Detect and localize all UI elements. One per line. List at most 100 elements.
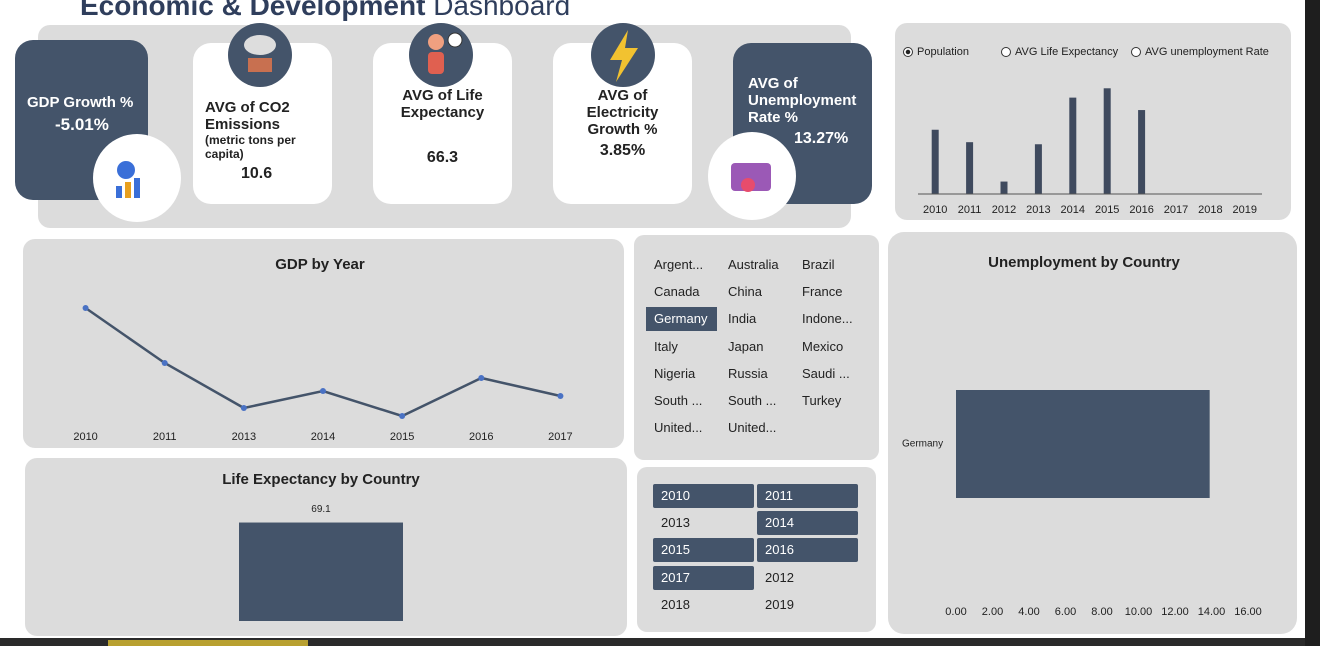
kpi-label: GDP Growth % (27, 94, 134, 111)
country-item[interactable]: Mexico (802, 338, 844, 354)
radio-dot[interactable] (903, 47, 913, 58)
year-panel (637, 467, 876, 632)
x-tick-label: 2011 (153, 431, 177, 443)
chart-title: Life Expectancy by Country (222, 471, 420, 488)
year-item[interactable]: 2015 (653, 538, 754, 563)
bar (931, 129, 939, 194)
country-item[interactable]: Canada (654, 284, 700, 300)
title-bold: Economic & Development (80, 0, 426, 21)
year-item[interactable]: 2011 (757, 484, 858, 508)
tab (108, 640, 308, 646)
bar (1103, 88, 1111, 194)
bar (1069, 97, 1077, 194)
country-item[interactable]: Australia (728, 257, 779, 272)
kpi-label: AVG of Life Expectancy (400, 87, 485, 121)
dashboard-title: Economic & Development Dashboard (80, 0, 570, 22)
country-item[interactable]: Indone... (802, 311, 853, 327)
kpi-value: 13.27% (794, 130, 849, 147)
bar (966, 142, 974, 194)
title-rest: Dashboard (433, 0, 571, 21)
country-item[interactable]: South ... (654, 393, 703, 408)
country-item[interactable]: China (728, 284, 762, 300)
x-tick-label: 2013 (1026, 204, 1050, 216)
year-item[interactable]: 2016 (757, 538, 858, 563)
kpi-label: AVG of CO2 Emissions (205, 98, 290, 133)
year-item[interactable]: 2012 (765, 569, 794, 585)
radio-dot[interactable] (1131, 47, 1141, 58)
point (557, 393, 564, 399)
x-tick-label: 2.00 (982, 606, 1003, 618)
country-panel (634, 235, 879, 460)
data-label: 69.1 (311, 504, 331, 515)
kpi-sublabel: (metric tons per capita) (205, 132, 296, 161)
bar (1138, 110, 1146, 194)
kpi-card: GDP Growth % -5.01% (15, 40, 148, 200)
radio-option[interactable]: AVG Life Expectancy (1001, 46, 1118, 58)
radio-option[interactable]: Population (903, 46, 969, 58)
x-tick-label: 2017 (1164, 204, 1188, 216)
country-item[interactable]: Saudi ... (802, 365, 850, 381)
x-tick-label: 2015 (390, 431, 414, 443)
point (240, 405, 247, 411)
country-item[interactable]: India (728, 311, 757, 327)
x-tick-label: 0.00 (945, 606, 966, 618)
x-tick-label: 2012 (992, 204, 1016, 216)
gdp-panel (23, 239, 624, 448)
kpi-card: AVG of Electricity Growth % 3.85% (553, 43, 692, 204)
kpi-value: -5.01% (55, 115, 109, 134)
year-item[interactable]: 2014 (757, 511, 858, 536)
point (161, 360, 168, 366)
kpi-value: 3.85% (599, 142, 646, 159)
year-item[interactable]: 2017 (653, 565, 754, 590)
country-item[interactable]: Russia (728, 365, 768, 381)
country-item[interactable]: Nigeria (654, 365, 696, 381)
kpi-value: 66.3 (426, 149, 459, 166)
country-item[interactable]: Japan (728, 338, 764, 354)
kpi-card: AVG of Life Expectancy 66.3 (373, 43, 512, 204)
x-tick-label: 12.00 (1161, 606, 1189, 618)
x-tick-label: 2017 (548, 431, 572, 443)
country-item[interactable]: United... (654, 420, 703, 436)
x-tick-label: 2015 (1095, 204, 1119, 216)
bar (239, 522, 403, 621)
bar (956, 390, 1210, 498)
bar (1034, 144, 1042, 194)
year-item[interactable]: 2010 (653, 484, 754, 508)
window-edge (1305, 0, 1320, 646)
x-tick-label: 4.00 (1018, 606, 1039, 618)
country-item[interactable]: Brazil (802, 257, 835, 272)
kpi-card: AVG of Unemployment Rate % 13.27% (733, 43, 872, 204)
country-item[interactable]: Italy (654, 338, 678, 354)
x-tick-label: 2018 (1198, 204, 1222, 216)
country-item[interactable]: United... (728, 420, 777, 436)
x-tick-label: 2014 (1061, 204, 1085, 216)
x-tick-label: 2013 (232, 431, 256, 443)
kpi-value: 10.6 (241, 164, 273, 182)
point (320, 388, 326, 394)
radio-option[interactable]: AVG unemployment Rate (1131, 46, 1269, 58)
x-tick-label: 2010 (73, 431, 97, 443)
country-item[interactable]: Germany (646, 307, 717, 332)
country-item[interactable]: South ... (728, 393, 777, 408)
y-tick-label: Germany (902, 439, 943, 450)
taskbar (0, 638, 1305, 646)
radio-label[interactable]: AVG unemployment Rate (1145, 46, 1269, 58)
radio-label[interactable]: Population (917, 46, 969, 58)
x-tick-label: 10.00 (1125, 606, 1153, 618)
year-item[interactable]: 2018 (661, 596, 690, 612)
country-item[interactable]: France (802, 284, 843, 300)
x-tick-label: 2016 (469, 431, 493, 443)
radio-label[interactable]: AVG Life Expectancy (1015, 46, 1119, 58)
radio-dot[interactable] (1001, 47, 1011, 58)
point (478, 375, 485, 381)
country-item[interactable]: Turkey (802, 393, 842, 408)
year-item[interactable]: 2013 (661, 515, 690, 531)
x-tick-label: 2010 (923, 204, 947, 216)
x-tick-label: 8.00 (1091, 606, 1112, 618)
kpi-label: AVG of Electricity Growth % (586, 87, 659, 138)
point (82, 305, 89, 311)
country-item[interactable]: Argent... (654, 257, 704, 272)
chart-title: GDP by Year (275, 256, 365, 273)
year-item[interactable]: 2019 (765, 596, 794, 612)
